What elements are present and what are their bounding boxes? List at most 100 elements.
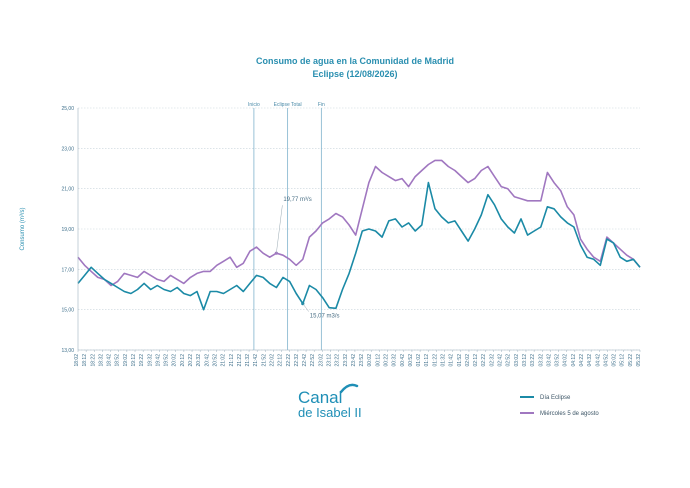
- x-tick-label: 00:42: [400, 354, 406, 367]
- annotation-label: 15,07 m3/s: [310, 314, 340, 320]
- x-tick-label: 01:42: [449, 354, 455, 367]
- x-tick-label: 23:02: [318, 354, 324, 367]
- y-tick-label: 13,00: [61, 348, 74, 354]
- x-tick-label: 00:52: [408, 354, 414, 367]
- x-tick-label: 20:02: [172, 354, 178, 367]
- annotation-layer: 19,77 m³/s 15,07 m3/s: [274, 197, 340, 320]
- brand-name-line2: de Isabel II: [298, 405, 362, 420]
- grid-layer: [78, 107, 640, 351]
- x-tick-label: 00:02: [367, 354, 373, 367]
- x-tick-label: 21:52: [261, 354, 267, 367]
- series-line: [77, 181, 641, 311]
- x-tick-label: 21:32: [245, 354, 251, 367]
- x-tick-label: 23:12: [326, 354, 332, 367]
- x-tick-label: 20:22: [188, 354, 194, 367]
- x-tick-label: 22:12: [278, 354, 284, 367]
- x-tick-label: 05:12: [620, 354, 626, 367]
- x-tick-label: 23:32: [343, 354, 349, 367]
- x-tick-label: 05:22: [628, 354, 634, 367]
- x-tick-label: 05:02: [612, 354, 618, 367]
- x-tick-label: 04:02: [563, 354, 569, 367]
- x-tick-label: 23:22: [335, 354, 341, 367]
- x-tick-label: 20:12: [180, 354, 186, 367]
- y-tick-label: 19,00: [61, 227, 74, 233]
- y-tick-label: 25,00: [61, 106, 74, 112]
- annotation-leader: [276, 205, 283, 254]
- x-tick-label: 18:02: [74, 354, 80, 367]
- y-tick-label: 21,00: [61, 187, 74, 193]
- x-tick-label: 22:32: [294, 354, 300, 367]
- x-tick-label: 18:22: [90, 354, 96, 367]
- x-tick-label: 20:42: [204, 354, 210, 367]
- x-tick-label: 18:52: [115, 354, 121, 367]
- x-tick-label: 19:22: [139, 354, 145, 367]
- x-tick-label: 02:52: [506, 354, 512, 367]
- x-tick-label: 18:42: [107, 354, 113, 367]
- x-tick-label: 03:22: [530, 354, 536, 367]
- x-tick-label: 00:12: [375, 354, 381, 367]
- x-tick-label: 20:32: [196, 354, 202, 367]
- chart-subtitle: Eclipse (12/08/2026): [312, 69, 397, 79]
- y-tick-label: 23,00: [61, 146, 74, 152]
- x-tick-label: 03:42: [546, 354, 552, 367]
- x-tick-label: 19:42: [155, 354, 161, 367]
- annotation-leader: [302, 303, 309, 312]
- x-tick-label: 18:12: [82, 354, 88, 367]
- x-tick-label: 19:32: [147, 354, 153, 367]
- x-tick-label: 01:52: [457, 354, 463, 367]
- brand-logo: Canal de Isabel II: [298, 380, 378, 420]
- x-tick-label: 00:22: [384, 354, 390, 367]
- x-tick-label: 19:12: [131, 354, 137, 367]
- legend-label: Miércoles 5 de agosto: [540, 411, 599, 417]
- series-layer: [77, 159, 641, 311]
- x-tick-label: 22:02: [269, 354, 275, 367]
- x-tick-label: 02:02: [465, 354, 471, 367]
- annotation-label: 19,77 m³/s: [283, 197, 311, 203]
- x-tick-label: 19:02: [123, 354, 129, 367]
- x-tick-label: 02:42: [498, 354, 504, 367]
- x-tick-label: 02:12: [473, 354, 479, 367]
- event-layer: Inicio Eclipse Total Fin: [248, 102, 325, 350]
- x-tick-label: 23:52: [359, 354, 365, 367]
- x-tick-label: 19:52: [164, 354, 170, 367]
- series-line: [77, 159, 641, 287]
- x-tick-label: 21:02: [221, 354, 227, 367]
- water-arc-icon: [339, 383, 359, 394]
- x-tick-label: 23:42: [351, 354, 357, 367]
- x-tick-label: 22:22: [286, 354, 292, 367]
- event-label: Fin: [318, 102, 325, 108]
- x-tick-label: 00:32: [392, 354, 398, 367]
- x-tick-label: 04:42: [595, 354, 601, 367]
- chart-title: Consumo de agua en la Comunidad de Madri…: [256, 56, 454, 66]
- x-tick-label: 22:52: [310, 354, 316, 367]
- x-tick-label: 04:52: [603, 354, 609, 367]
- x-tick-label: 03:52: [555, 354, 561, 367]
- event-label: Inicio: [248, 102, 260, 108]
- legend: Día Eclipse Miércoles 5 de agosto: [520, 395, 599, 417]
- y-axis-label: Consumo (m³/s): [20, 207, 26, 250]
- x-tick-label: 21:42: [253, 354, 259, 367]
- x-tick-label: 21:12: [229, 354, 235, 367]
- x-tick-label: 03:32: [538, 354, 544, 367]
- x-tick-label: 22:42: [302, 354, 308, 367]
- brand-name-line1: Canal: [298, 388, 343, 407]
- x-tick-label: 20:52: [212, 354, 218, 367]
- x-tick-label: 01:22: [432, 354, 438, 367]
- x-tick-label: 05:32: [636, 354, 642, 367]
- x-tick-label: 03:02: [514, 354, 520, 367]
- x-tick-label: 21:22: [237, 354, 243, 367]
- x-tick-label: 02:32: [489, 354, 495, 367]
- x-tick-label: 02:22: [481, 354, 487, 367]
- axis-layer: 25,00 23,00 21,00 19,00 17,00 15,00 13,0018:02…: [61, 106, 642, 367]
- x-tick-label: 04:22: [579, 354, 585, 367]
- x-tick-label: 04:32: [587, 354, 593, 367]
- y-tick-label: 15,00: [61, 308, 74, 314]
- x-tick-label: 01:02: [416, 354, 422, 367]
- x-tick-label: 03:12: [522, 354, 528, 367]
- x-tick-label: 01:32: [441, 354, 447, 367]
- legend-label: Día Eclipse: [540, 395, 571, 401]
- x-tick-label: 04:12: [571, 354, 577, 367]
- x-tick-label: 01:12: [424, 354, 430, 367]
- y-tick-label: 17,00: [61, 267, 74, 273]
